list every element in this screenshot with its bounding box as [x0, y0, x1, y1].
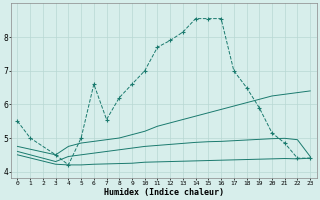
- X-axis label: Humidex (Indice chaleur): Humidex (Indice chaleur): [104, 188, 224, 197]
